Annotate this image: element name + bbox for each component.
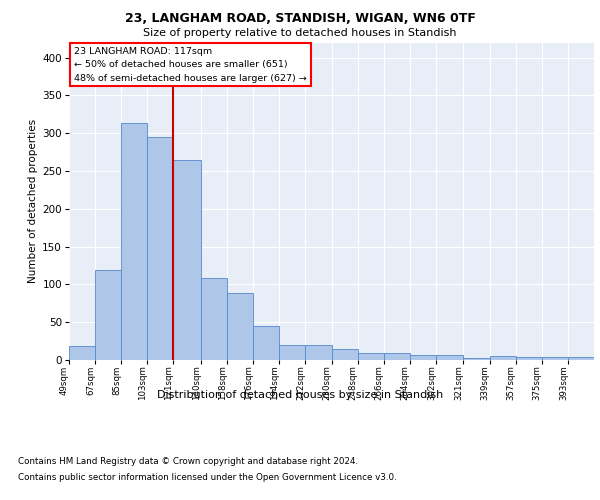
- Bar: [490, 356, 515, 360]
- Bar: [384, 353, 410, 360]
- Bar: [279, 345, 305, 360]
- Text: 23, LANGHAM ROAD, STANDISH, WIGAN, WN6 0TF: 23, LANGHAM ROAD, STANDISH, WIGAN, WN6 0…: [125, 12, 475, 26]
- Bar: [201, 278, 227, 360]
- Bar: [331, 348, 358, 360]
- Text: Size of property relative to detached houses in Standish: Size of property relative to detached ho…: [143, 28, 457, 38]
- Bar: [69, 346, 95, 360]
- Text: 23 LANGHAM ROAD: 117sqm
← 50% of detached houses are smaller (651)
48% of semi-d: 23 LANGHAM ROAD: 117sqm ← 50% of detache…: [74, 48, 307, 82]
- Bar: [173, 160, 201, 360]
- Bar: [148, 137, 173, 360]
- Bar: [227, 292, 253, 360]
- Bar: [253, 326, 279, 360]
- Bar: [568, 357, 594, 360]
- Bar: [463, 358, 490, 360]
- Bar: [515, 357, 542, 360]
- Bar: [305, 345, 331, 360]
- Bar: [436, 356, 463, 360]
- Text: Contains public sector information licensed under the Open Government Licence v3: Contains public sector information licen…: [18, 472, 397, 482]
- Y-axis label: Number of detached properties: Number of detached properties: [28, 119, 38, 284]
- Text: Contains HM Land Registry data © Crown copyright and database right 2024.: Contains HM Land Registry data © Crown c…: [18, 458, 358, 466]
- Bar: [410, 354, 436, 360]
- Bar: [95, 270, 121, 360]
- Bar: [358, 353, 384, 360]
- Text: Distribution of detached houses by size in Standish: Distribution of detached houses by size …: [157, 390, 443, 400]
- Bar: [542, 357, 568, 360]
- Bar: [121, 122, 148, 360]
